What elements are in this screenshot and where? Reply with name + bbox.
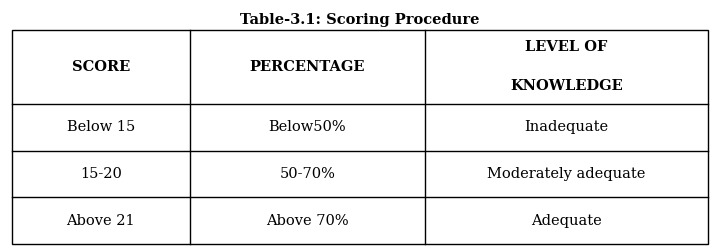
Text: LEVEL OF

KNOWLEDGE: LEVEL OF KNOWLEDGE xyxy=(510,40,623,93)
Text: Below50%: Below50% xyxy=(269,120,346,134)
Text: Table-3.1: Scoring Procedure: Table-3.1: Scoring Procedure xyxy=(240,13,480,27)
Text: Above 70%: Above 70% xyxy=(266,214,348,228)
Text: SCORE: SCORE xyxy=(72,60,130,74)
Text: PERCENTAGE: PERCENTAGE xyxy=(250,60,365,74)
Text: Below 15: Below 15 xyxy=(67,120,135,134)
Text: 50-70%: 50-70% xyxy=(279,167,336,181)
Text: Adequate: Adequate xyxy=(531,214,602,228)
Bar xyxy=(12,30,708,244)
Text: Moderately adequate: Moderately adequate xyxy=(487,167,646,181)
Text: Inadequate: Inadequate xyxy=(525,120,608,134)
Text: Above 21: Above 21 xyxy=(66,214,135,228)
Text: 15-20: 15-20 xyxy=(80,167,122,181)
